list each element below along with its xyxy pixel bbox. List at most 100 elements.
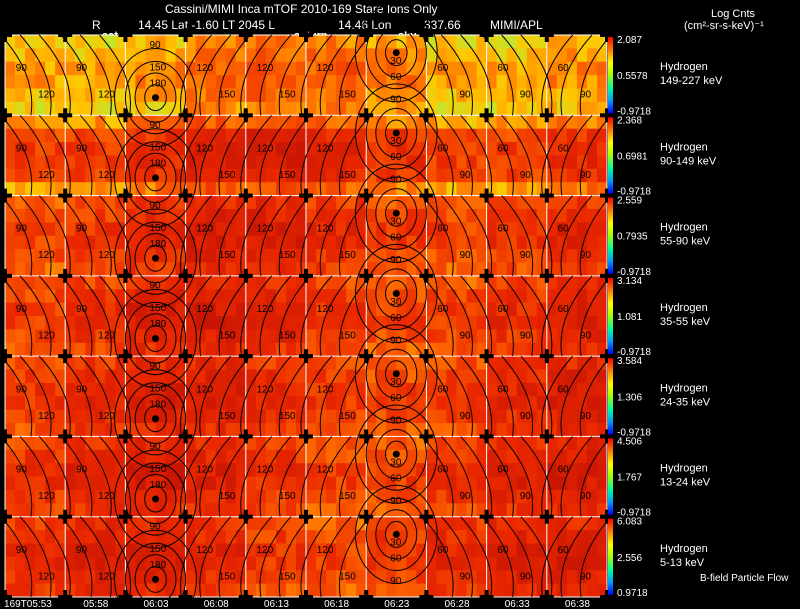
heatmap-cell	[466, 543, 477, 558]
contour-label: 90	[520, 170, 532, 181]
corner-cross	[118, 595, 133, 599]
heatmap-cell	[476, 88, 487, 103]
heatmap-cell	[326, 329, 337, 344]
heatmap-cell	[85, 101, 96, 116]
heatmap-cell	[546, 409, 558, 424]
heatmap-cell	[466, 302, 477, 317]
contour-label: 120	[196, 465, 213, 476]
contour-line	[385, 199, 408, 227]
heatmap-cell	[125, 369, 136, 384]
heatmap-cell	[215, 516, 227, 531]
heatmap-cell	[426, 168, 437, 183]
heatmap-cell	[145, 463, 156, 477]
heatmap-cell	[155, 142, 166, 156]
heatmap-cell	[466, 556, 477, 571]
heatmap-cell	[436, 356, 447, 370]
heatmap-cell	[195, 449, 207, 464]
heatmap-cell	[95, 222, 106, 237]
heatmap-cell	[556, 128, 568, 143]
heatmap-cell	[55, 35, 66, 49]
heatmap-cell	[15, 409, 26, 424]
heatmap-cell	[205, 302, 217, 317]
heatmap-cell	[496, 342, 508, 357]
heatmap-cell	[346, 570, 357, 585]
heatmap-cell	[386, 543, 397, 558]
heatmap-cell	[386, 289, 397, 304]
heatmap-cell	[576, 329, 588, 344]
heatmap-cell	[25, 275, 36, 290]
heatmap-cell	[506, 142, 518, 156]
contour-line	[560, 34, 593, 116]
heatmap-cell	[295, 128, 307, 143]
heatmap-cell	[45, 543, 56, 558]
heatmap-cell	[486, 369, 498, 384]
contour-line	[354, 324, 438, 424]
heatmap-cell	[215, 463, 227, 477]
heatmap-cell	[75, 449, 86, 464]
heatmap-cell	[145, 75, 156, 89]
heatmap-cell	[396, 382, 407, 397]
heatmap-cell	[185, 382, 197, 397]
heatmap-cell	[506, 382, 518, 397]
contour-line	[339, 355, 371, 437]
heatmap-cell	[285, 182, 297, 196]
heatmap-cell	[85, 476, 96, 491]
heatmap-cell	[205, 168, 217, 183]
heatmap-cell	[336, 128, 347, 143]
heatmap-cell	[105, 356, 116, 370]
heatmap-cell	[195, 556, 207, 571]
heatmap-cell	[356, 583, 367, 598]
heatmap-cell	[245, 329, 257, 344]
heatmap-cell	[316, 409, 327, 424]
heatmap-cell	[326, 382, 337, 397]
contour-label: 60	[390, 473, 402, 484]
heatmap-cell	[235, 543, 247, 558]
heatmap-cell	[386, 489, 397, 504]
heatmap-cell	[135, 222, 146, 237]
heatmap-cell	[476, 128, 487, 143]
heatmap-cell	[446, 222, 457, 237]
heatmap-cell	[75, 168, 86, 183]
heatmap-cell	[105, 155, 116, 170]
heatmap-cell	[336, 543, 347, 558]
heatmap-cell	[566, 88, 578, 103]
heatmap-cell	[165, 208, 176, 223]
heatmap-cell	[35, 382, 46, 397]
heatmap-cell	[426, 289, 437, 304]
contour-line	[560, 275, 593, 357]
heatmap-cell	[205, 35, 217, 49]
heatmap-cell	[416, 101, 427, 116]
heatmap-cell	[85, 583, 96, 598]
heatmap-cell	[456, 75, 467, 89]
heatmap-cell	[165, 570, 176, 585]
field-direction-dot	[392, 209, 400, 217]
heatmap-cell	[316, 369, 327, 384]
contour-line	[319, 195, 352, 276]
heatmap-cell	[326, 436, 337, 451]
contour-label: 120	[196, 545, 213, 556]
heatmap-cell	[466, 396, 477, 411]
contour-line	[144, 565, 167, 593]
heatmap-cell	[165, 356, 176, 370]
heatmap-cell	[406, 275, 417, 290]
heatmap-cell	[145, 489, 156, 504]
contour-line	[365, 337, 427, 411]
heatmap-cell	[516, 436, 528, 451]
heatmap-cell	[95, 463, 106, 477]
heatmap-cell	[596, 75, 608, 89]
heatmap-cell	[536, 556, 548, 571]
heatmap-cell	[205, 503, 217, 518]
heatmap-cell	[526, 75, 538, 89]
heatmap-cell	[306, 75, 317, 89]
contour-line	[375, 188, 418, 239]
heatmap-cell	[516, 409, 528, 424]
heatmap-cell	[526, 289, 538, 304]
contour-label: 60	[497, 143, 509, 154]
heatmap-cell	[506, 88, 518, 103]
heatmap-cell	[65, 235, 76, 250]
contour-line	[441, 355, 473, 437]
heatmap-cell	[215, 75, 227, 89]
heatmap-cell	[356, 249, 367, 263]
heatmap-cell	[115, 289, 126, 304]
heatmap-cell	[366, 75, 377, 89]
